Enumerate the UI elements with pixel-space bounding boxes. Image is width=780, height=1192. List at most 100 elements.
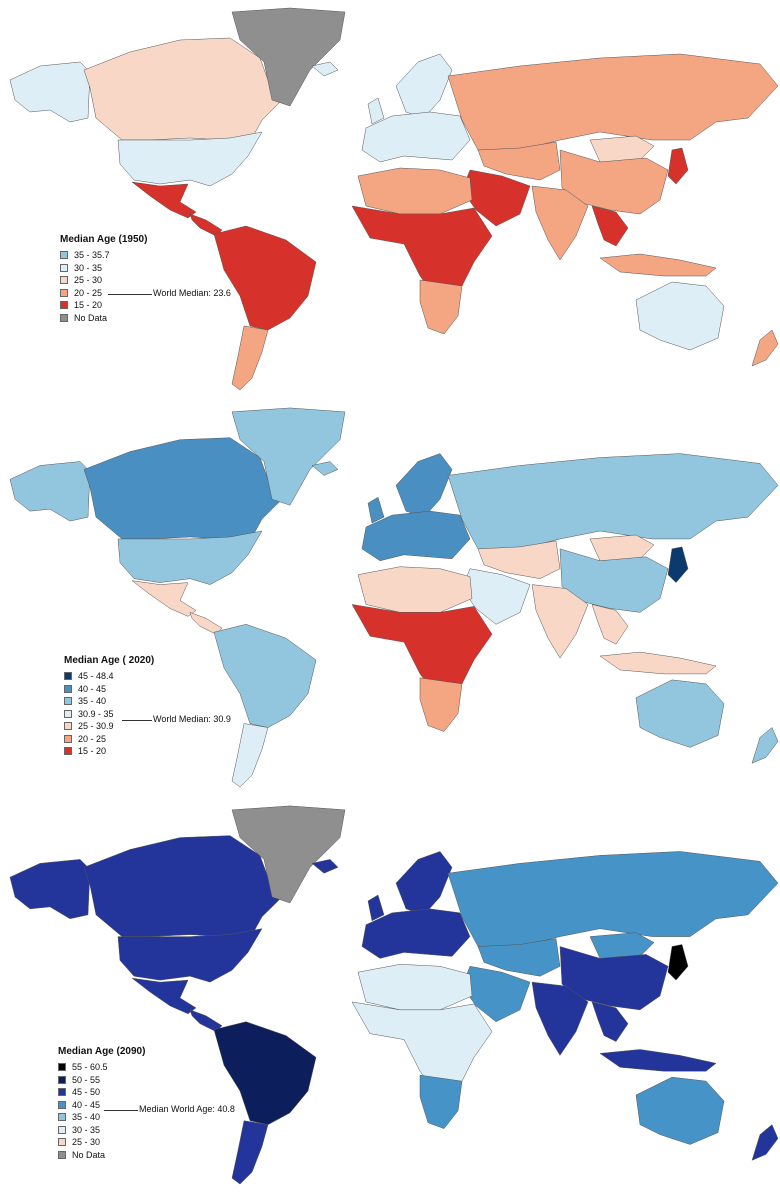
legend-label: 25 - 30 [72,1137,101,1148]
region-russia [447,851,779,947]
legend-swatch [64,709,72,718]
region-subsaharan-africa [351,205,493,301]
region-alaska [9,859,91,920]
legend-item: 40 - 45 [64,683,154,696]
region-europe [361,908,471,959]
legend-item: 25 - 30 [58,1136,145,1149]
legend-item: 15 - 20 [64,745,154,758]
legend-label: 45 - 50 [72,1087,101,1098]
map-panel-1950: Median Age (1950) 35 - 35.7 30 - 35 25 - 3… [0,0,780,398]
median-pointer-line [104,1110,138,1111]
legend-item: 30.9 - 35 [64,708,154,721]
region-central-america [189,1009,223,1032]
region-japan [667,944,689,981]
legend-swatch [64,697,72,706]
legend-label: 20 - 25 [78,733,107,744]
region-indonesia [599,1049,717,1072]
region-greenland [231,407,346,506]
median-pointer-line [122,720,152,721]
region-southern-cone [231,325,269,391]
region-new-zealand [751,727,779,764]
legend-item: 40 - 45 [58,1099,145,1112]
region-indonesia [599,651,717,675]
map-panel-2020: Median Age ( 2020) 45 - 48.4 40 - 45 35 - … [0,400,780,795]
region-australia [635,281,725,351]
legend-label: No Data [74,312,108,323]
region-mongolia [589,932,655,959]
region-alaska [9,461,91,522]
region-south-america [213,624,317,728]
legend-item: 35 - 40 [58,1111,145,1124]
region-uk [367,97,385,125]
region-central-america [189,213,223,237]
region-central-asia [477,141,561,181]
region-south-asia [531,981,589,1056]
legend-swatch [64,734,72,743]
region-russia [447,453,779,550]
region-japan [667,147,689,185]
region-southeast-asia [591,604,629,645]
region-southern-cone [231,1120,269,1185]
region-new-zealand [751,329,779,367]
region-europe [361,111,471,163]
region-central-america [189,612,223,635]
legend-swatch [60,263,68,272]
region-mongolia [589,534,655,562]
legend-label: 40 - 45 [72,1099,101,1110]
median-note: World Median: 23.6 [153,288,231,298]
region-north-america [83,437,283,542]
region-southern-africa [419,279,463,335]
legend-item: 30 - 35 [58,1124,145,1137]
legend-label: 40 - 45 [78,683,107,694]
legend-item: 35 - 35.7 [60,249,147,262]
legend-swatch [60,301,68,310]
region-mexico [131,580,197,617]
world-map-1950 [9,7,779,391]
median-pointer-line [108,294,152,295]
region-southeast-asia [591,205,629,247]
region-mexico [131,181,197,219]
legend-label: 50 - 55 [72,1074,101,1085]
region-north-africa [357,566,473,613]
region-japan [667,546,689,583]
region-scandinavia [395,453,453,518]
region-scandinavia [395,53,453,119]
legend-item: 45 - 48.4 [64,670,154,683]
region-subsaharan-africa [351,604,493,698]
legend-title: Median Age (1950) [60,234,148,245]
region-australia [635,1076,725,1145]
map-panel-2090: Median Age (2090) 55 - 60.5 50 - 55 45 - 5… [0,798,780,1192]
legend-2090: Median Age (2090) 55 - 60.5 50 - 55 45 - 5… [58,1046,145,1161]
region-uk [367,497,385,524]
legend-item: 25 - 30 [60,274,147,287]
legend-item: 25 - 30.9 [64,720,154,733]
world-map-2090 [9,805,779,1185]
legend-swatch [58,1125,66,1134]
region-subsaharan-africa [351,1001,493,1096]
legend-2020: Median Age ( 2020) 45 - 48.4 40 - 45 35 - … [64,655,154,758]
legend-swatch [64,747,72,756]
region-alaska [9,61,91,123]
legend-item: 35 - 40 [64,695,154,708]
legend-title: Median Age ( 2020) [64,655,155,666]
region-southern-africa [419,677,463,732]
region-greenland [231,7,346,107]
region-south-america [213,225,317,331]
legend-swatch [60,251,68,260]
region-iceland [311,461,339,476]
legend-label: 45 - 48.4 [78,671,114,682]
legend-label: 15 - 20 [78,746,107,757]
legend-swatch [58,1113,66,1122]
median-note: Median World Age: 40.8 [139,1104,235,1114]
legend-title: Median Age (2090) [58,1046,146,1057]
region-north-america [83,37,283,143]
region-scandinavia [395,851,453,916]
region-mongolia [589,135,655,163]
legend-label: 25 - 30 [74,275,103,286]
legend-1950: Median Age (1950) 35 - 35.7 30 - 35 25 - 3… [60,234,147,324]
region-iceland [311,61,339,77]
region-mexico [131,977,197,1015]
median-note: World Median: 30.9 [153,714,231,724]
legend-label: No Data [72,1149,106,1160]
legend-swatch [60,276,68,285]
